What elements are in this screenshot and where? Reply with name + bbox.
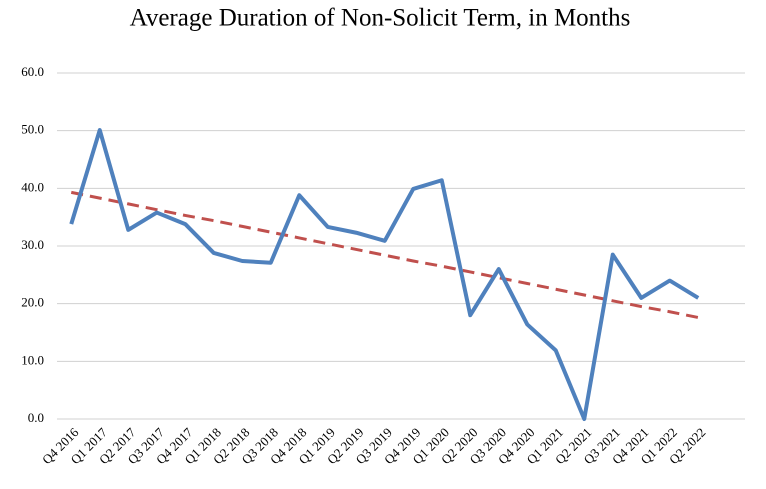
chart-title: Average Duration of Non-Solicit Term, in… — [130, 5, 631, 32]
y-tick-label: 20.0 — [21, 295, 44, 310]
y-tick-label: 0.0 — [28, 410, 44, 425]
trend-line — [70, 190, 699, 319]
y-tick-label: 50.0 — [21, 122, 44, 137]
y-tick-label: 60.0 — [21, 64, 44, 79]
data-line — [69, 128, 700, 421]
y-tick-label: 10.0 — [21, 352, 44, 367]
y-tick-label: 40.0 — [21, 179, 44, 194]
y-tick-label: 30.0 — [21, 237, 44, 252]
